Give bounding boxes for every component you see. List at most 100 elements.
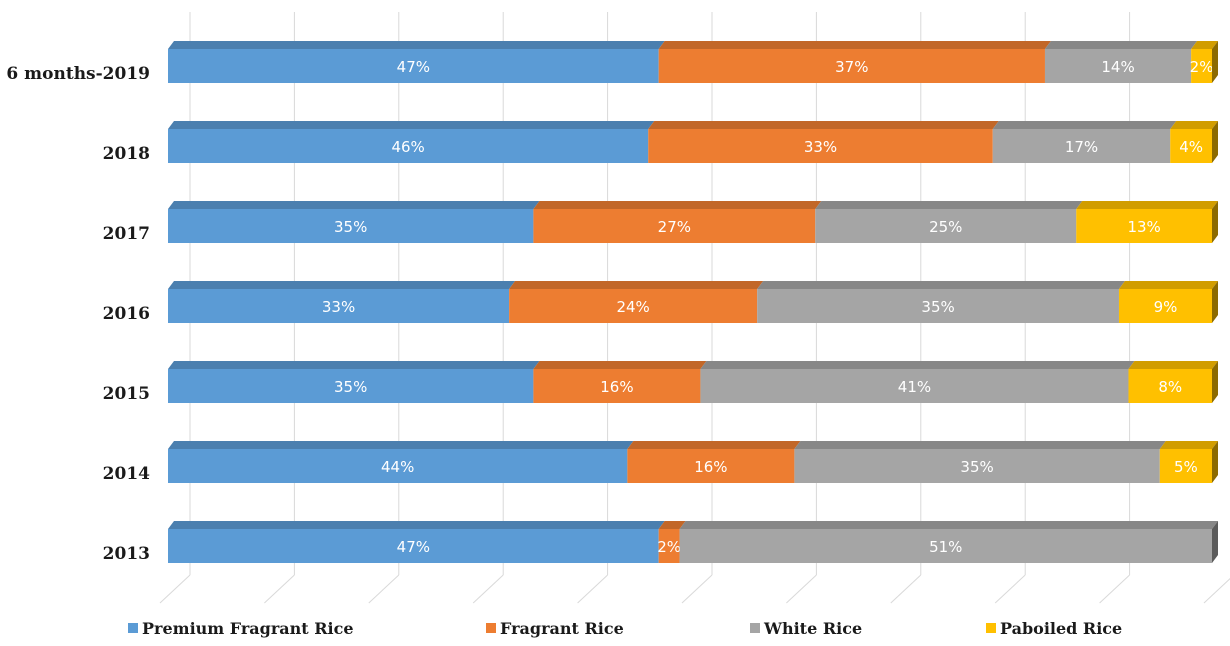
data-label: 44% (381, 458, 414, 476)
bar-paboiled-rice-front (1076, 209, 1212, 243)
bar-premium-fragrant-rice-top (168, 521, 665, 529)
bar-fragrant-rice (533, 361, 707, 403)
bar-white-rice (679, 521, 1218, 563)
gridline-floor (159, 574, 191, 604)
bar-paboiled-rice (1159, 441, 1218, 483)
gridline-floor (1203, 578, 1230, 604)
bar-fragrant-rice-top (533, 361, 707, 369)
data-label: 4% (1179, 138, 1203, 156)
bar-fragrant-rice-top (658, 521, 686, 529)
data-label: 17% (1065, 138, 1098, 156)
bar-premium-fragrant-rice-top (168, 41, 665, 49)
bar-side-face (1212, 121, 1218, 163)
bar-white-rice-front (679, 529, 1212, 563)
category-label: 2018 (103, 144, 150, 164)
data-label: 35% (921, 298, 954, 316)
bar-row: 2017 35% 27% 25% 13% (103, 201, 1218, 244)
bar-white-rice (992, 121, 1177, 163)
bar-fragrant-rice-top (658, 41, 1051, 49)
bar-paboiled-rice-top (1159, 441, 1218, 449)
data-label: 47% (397, 58, 430, 76)
bar-row: 2015 35% 16% 41% 8% (103, 361, 1218, 404)
data-label: 2% (1190, 58, 1214, 76)
bar-white-rice (815, 201, 1083, 243)
legend-swatch (486, 623, 496, 633)
bar-white-rice-front (757, 289, 1119, 323)
bar-row: 6 months-2019 47% 37% 14% 2% (6, 41, 1218, 84)
bar-white-rice-top (679, 521, 1218, 529)
category-label: 2017 (103, 224, 150, 244)
gridline-floor (681, 574, 713, 604)
bar-paboiled-rice (1170, 121, 1218, 163)
bar-premium-fragrant-rice-top (168, 281, 516, 289)
bar-side-face (1212, 281, 1218, 323)
legend-item-fragrant-rice: Fragrant Rice (486, 619, 624, 638)
bar-fragrant-rice-top (533, 201, 822, 209)
bar-fragrant-rice (533, 201, 822, 243)
gridline-floor (890, 574, 922, 604)
bar-paboiled-rice-front (1128, 369, 1212, 403)
bar-premium-fragrant-rice-front (168, 49, 659, 83)
bar-fragrant-rice-front (648, 129, 993, 163)
bar-row: 2016 33% 24% 35% 9% (103, 281, 1218, 324)
category-label: 2014 (103, 464, 150, 484)
legend: Premium Fragrant Rice Fragrant Rice White … (128, 619, 1122, 638)
legend-swatch (986, 623, 996, 633)
bar-paboiled-rice-front (1170, 129, 1212, 163)
data-label: 2% (657, 538, 681, 556)
bar-paboiled-rice-top (1118, 281, 1218, 289)
bar-premium-fragrant-rice (168, 201, 540, 243)
gridline-floor (264, 574, 295, 604)
data-label: 16% (600, 378, 633, 396)
bar-premium-fragrant-rice (168, 521, 665, 563)
bar-white-rice (700, 361, 1135, 403)
gridline-floor (472, 574, 504, 604)
data-label: 51% (929, 538, 962, 556)
bar-paboiled-rice-front (1159, 449, 1212, 483)
bar-premium-fragrant-rice (168, 281, 516, 323)
data-label: 8% (1158, 378, 1182, 396)
bar-white-rice (794, 441, 1166, 483)
data-label: 16% (694, 458, 727, 476)
legend-swatch (128, 623, 138, 633)
category-label: 6 months-2019 (6, 64, 150, 84)
bar-fragrant-rice-front (627, 449, 795, 483)
data-label: 41% (898, 378, 931, 396)
bar-fragrant-rice (658, 41, 1051, 83)
bar-row: 2018 46% 33% 17% 4% (103, 121, 1218, 164)
data-label: 9% (1154, 298, 1178, 316)
data-label: 25% (929, 218, 962, 236)
bar-fragrant-rice-front (658, 529, 680, 563)
legend-item-white-rice: White Rice (750, 619, 862, 638)
bar-premium-fragrant-rice-front (168, 209, 534, 243)
bar-premium-fragrant-rice-top (168, 441, 634, 449)
bar-side-face (1212, 361, 1218, 403)
bar-premium-fragrant-rice-front (168, 449, 628, 483)
data-label: 33% (322, 298, 355, 316)
bar-paboiled-rice-top (1076, 201, 1218, 209)
bar-white-rice (1044, 41, 1198, 83)
bar-paboiled-rice (1118, 281, 1218, 323)
bar-paboiled-rice-top (1128, 361, 1218, 369)
bar-fragrant-rice-top (648, 121, 999, 129)
bar-premium-fragrant-rice-front (168, 369, 534, 403)
data-label: 37% (835, 58, 868, 76)
bar-premium-fragrant-rice-top (168, 121, 655, 129)
data-label: 27% (658, 218, 691, 236)
bar-white-rice-front (815, 209, 1077, 243)
bar-fragrant-rice-front (509, 289, 758, 323)
bar-paboiled-rice-top (1191, 41, 1218, 49)
bar-fragrant-rice-front (533, 369, 701, 403)
bar-white-rice-top (757, 281, 1125, 289)
data-label: 24% (616, 298, 649, 316)
category-label: 2016 (103, 304, 150, 324)
legend-label: Premium Fragrant Rice (142, 619, 354, 638)
bar-white-rice-front (794, 449, 1160, 483)
data-label: 46% (391, 138, 424, 156)
bar-side-face (1212, 201, 1218, 243)
bar-paboiled-rice (1191, 41, 1218, 83)
bar-white-rice (757, 281, 1125, 323)
data-label: 35% (334, 378, 367, 396)
bar-side-face (1212, 521, 1218, 563)
bar-fragrant-rice (509, 281, 764, 323)
